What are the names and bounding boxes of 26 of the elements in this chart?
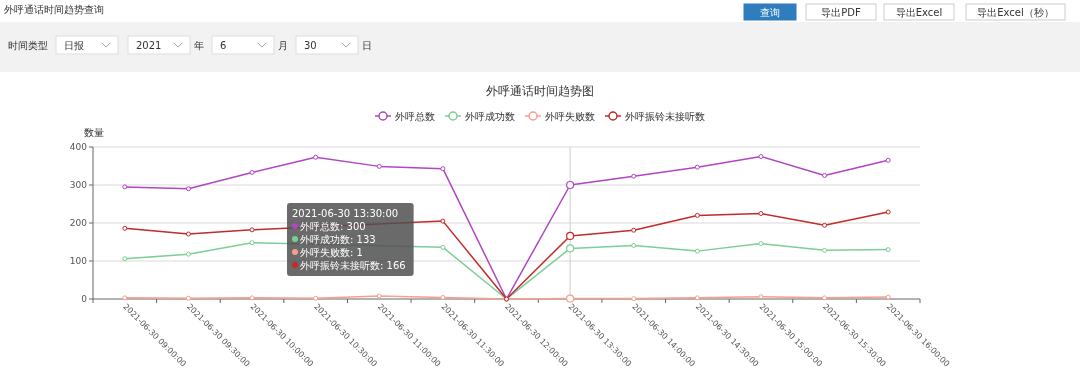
text: 月 [278,40,288,51]
y-tick-label: 400 [69,142,88,152]
text: 外呼通话时间趋势查询 [4,4,104,15]
y-tick-label: 300 [69,180,88,190]
legend-label: 外呼成功数 [465,110,515,122]
button: 导出PDF [805,3,877,21]
y-tick-label: 200 [69,218,88,228]
text: 日 [362,40,372,51]
text: 时间类型 [8,40,48,51]
text: 6 [220,40,227,51]
tooltip: 2021-06-30 13:30:00 外呼总数: 300 外呼成功数: 133 外呼失败数: 1 外呼振铃未接听数: 166 [287,203,414,276]
chart-title: 外呼通话时间趋势图 [486,84,594,98]
button: 导出Excel（秒） [965,3,1066,21]
button: 查询 [743,3,797,21]
legend-label: 外呼总数 [395,110,435,122]
y-tick-label: 0 [81,294,88,304]
y-tick-label: 100 [69,256,88,266]
legend-label: 外呼振铃未接听数 [625,110,705,122]
text: 日报 [64,40,84,51]
legend-label: 外呼失败数 [545,110,595,122]
text: 年 [194,40,204,51]
y-axis-title: 数量 [84,127,104,138]
text: 30 [304,40,317,51]
button: 导出Excel [883,3,955,21]
annotation: 2021-06-30 13:30:00 外呼总数: 300 外呼成功数: 133 外呼失败数: 1 外呼振铃未接听数: 166 [292,208,406,271]
text: 2021 [136,40,162,51]
